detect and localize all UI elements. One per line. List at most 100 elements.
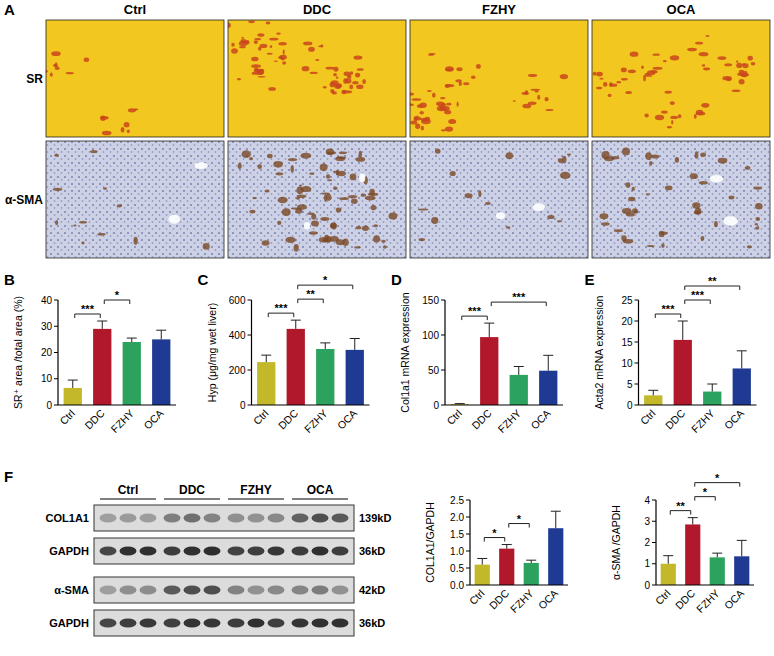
x-axis xyxy=(445,404,563,405)
category-label: Ctrl xyxy=(638,407,658,427)
stain xyxy=(628,197,635,202)
stain xyxy=(264,190,269,193)
tick-label: 100 xyxy=(422,330,439,341)
band xyxy=(332,619,349,628)
collagen xyxy=(513,100,516,102)
stain xyxy=(134,237,138,245)
collagen xyxy=(609,84,617,87)
collagen xyxy=(124,122,130,127)
band xyxy=(268,514,285,523)
band xyxy=(100,547,117,556)
collagen xyxy=(269,38,278,41)
collagen xyxy=(51,51,61,56)
image-ground xyxy=(410,141,588,258)
band xyxy=(164,547,181,556)
bar xyxy=(685,524,700,585)
collagen xyxy=(347,74,352,78)
tick-label: 0 xyxy=(644,580,650,591)
stain xyxy=(103,187,107,189)
collagen xyxy=(318,46,323,48)
category-label: OCA xyxy=(722,407,747,432)
collagen xyxy=(699,52,709,56)
stain xyxy=(614,229,623,232)
stain xyxy=(348,195,357,198)
image-frame xyxy=(228,141,406,258)
band xyxy=(332,547,349,556)
bar xyxy=(548,528,563,585)
collagen xyxy=(742,63,745,65)
column-head: OCA xyxy=(667,2,697,17)
chart: C0200400600Hyp (μg/mg wet liver)CtrlDDCF… xyxy=(198,271,370,435)
stain xyxy=(478,190,481,197)
tick-label: 50 xyxy=(428,365,440,376)
stain xyxy=(431,217,438,224)
tick-label: 0.5 xyxy=(450,563,464,574)
collagen xyxy=(66,72,74,74)
collagen xyxy=(352,81,358,84)
stain xyxy=(755,217,760,221)
bar xyxy=(733,368,751,405)
significance: *** xyxy=(275,302,289,314)
error-bar xyxy=(712,553,722,557)
nuclei xyxy=(46,141,224,258)
error-bars xyxy=(477,511,561,564)
band xyxy=(312,619,329,628)
collagen xyxy=(670,116,678,119)
stain xyxy=(300,153,311,159)
image-ground xyxy=(228,141,406,258)
bar xyxy=(93,329,111,405)
collagen xyxy=(445,69,453,71)
band xyxy=(292,619,309,628)
collagen xyxy=(545,109,553,111)
collagen xyxy=(415,123,420,129)
stain xyxy=(249,210,255,214)
stain xyxy=(327,179,332,181)
error-bar xyxy=(156,330,166,339)
stain xyxy=(333,171,337,173)
band xyxy=(120,514,137,523)
error-bar xyxy=(350,339,360,350)
micrograph xyxy=(592,20,770,137)
stain xyxy=(73,224,76,226)
stain xyxy=(601,222,610,225)
stain xyxy=(368,193,379,196)
axis-title: COL1A1/GAPDH xyxy=(424,502,436,583)
collagen xyxy=(421,126,424,131)
error-bar xyxy=(526,560,536,563)
collagen xyxy=(717,56,726,60)
collagen xyxy=(596,72,603,77)
stain xyxy=(249,157,253,160)
collagen xyxy=(667,126,672,128)
blot-strip xyxy=(94,610,354,636)
stain xyxy=(649,161,652,166)
collagen xyxy=(445,66,454,72)
stain xyxy=(285,237,295,243)
stain xyxy=(692,202,700,208)
band xyxy=(292,547,309,556)
group-line xyxy=(292,499,348,500)
category-label: FZHY xyxy=(694,587,722,615)
tick-label: 5 xyxy=(627,379,633,390)
stain xyxy=(695,151,699,159)
collagen xyxy=(608,94,612,97)
bar xyxy=(316,349,334,405)
collagen xyxy=(270,45,273,48)
band xyxy=(204,619,221,628)
stain xyxy=(547,215,554,219)
micrograph xyxy=(46,20,224,137)
collagen xyxy=(278,42,287,45)
collagen xyxy=(302,66,310,71)
stain xyxy=(296,187,303,194)
plot-area xyxy=(644,340,751,405)
collagen xyxy=(419,111,424,114)
collagen xyxy=(522,92,529,95)
stain xyxy=(632,187,635,191)
axis-title: Acta2 mRNA expression xyxy=(593,295,605,409)
collagen xyxy=(342,90,352,93)
collagen xyxy=(665,91,672,94)
collagen xyxy=(703,68,710,71)
category-label: OCA xyxy=(141,407,166,432)
category-label: DDC xyxy=(673,587,698,612)
stain xyxy=(729,196,735,200)
stain xyxy=(354,246,361,248)
